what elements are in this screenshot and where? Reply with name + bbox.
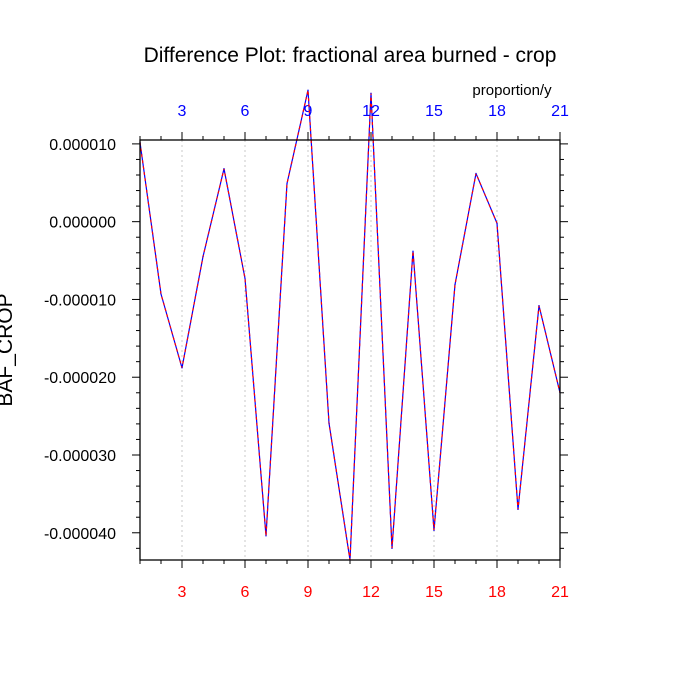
x-tick-label-top: 12 [362,103,380,120]
y-tick-label: -0.000010 [44,292,116,309]
x-tick-label-bottom: 21 [551,584,569,601]
x-tick-label-bottom: 6 [241,584,250,601]
x-tick-label-top: 15 [425,103,443,120]
tick-labels: 3 3 6 6 9 9 12 12 15 15 18 18 21 21 0.000010 0.000000 -0… [44,103,569,601]
axis-ticks [132,132,568,568]
y-tick-label: -0.000020 [44,370,116,387]
x-tick-label-top: 3 [178,103,187,120]
data-point [412,250,414,252]
data-point [223,168,225,170]
plot-frame [139,139,561,561]
data-point [454,284,456,286]
units-label: proportion/y [472,82,552,99]
data-point [181,367,183,369]
y-tick-label: -0.000040 [44,526,116,543]
x-tick-label-bottom: 3 [178,584,187,601]
x-tick-label-top: 6 [241,103,250,120]
x-tick-label-bottom: 18 [488,584,506,601]
data-point [244,277,246,280]
y-axis-label: BAF_CROP [0,293,17,406]
data-point [370,92,372,94]
data-point [475,172,477,175]
y-tick-label: 0.000010 [49,137,116,154]
chart-title: Difference Plot: fractional area burned … [144,44,557,67]
y-tick-label: 0.000000 [49,215,116,232]
data-point [328,422,330,424]
data-point [391,547,393,549]
data-point [286,182,288,185]
data-point [517,508,519,511]
x-tick-label-bottom: 9 [304,584,313,601]
data-point [496,222,498,224]
x-tick-label-bottom: 12 [362,584,380,601]
data-point [160,293,162,295]
y-tick-label: -0.000030 [44,448,116,465]
x-tick-label-bottom: 15 [425,584,443,601]
data-point [202,256,204,258]
x-tick-label-top: 9 [304,103,313,120]
data-point [307,89,309,91]
data-point [538,305,540,307]
data-point [433,529,435,532]
x-tick-label-top: 18 [488,103,506,120]
x-tick-label-top: 21 [551,103,569,120]
data-point [265,535,267,537]
